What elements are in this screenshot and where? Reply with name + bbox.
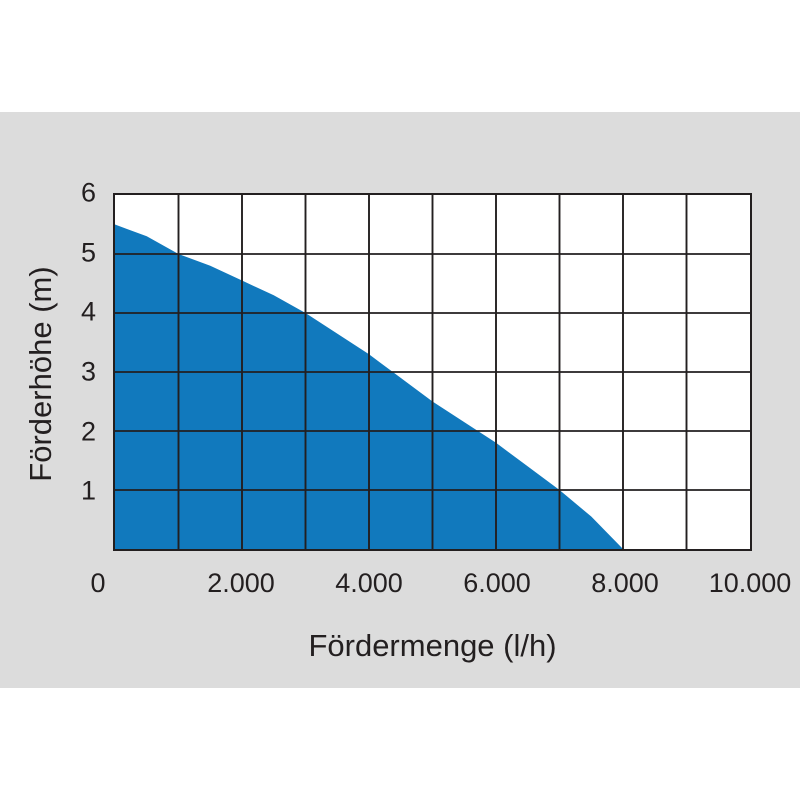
y-tick-5: 5: [80, 237, 96, 268]
horizontal-gridlines: [115, 253, 750, 491]
x-tick-2000: 2.000: [207, 568, 275, 598]
y-tick-4: 4: [80, 296, 96, 327]
x-axis-title: Fördermenge (l/h): [308, 628, 557, 663]
x-tick-10000: 10.000: [708, 568, 792, 598]
y-tick-2: 2: [80, 416, 96, 447]
y-tick-6: 6: [80, 177, 96, 208]
y-tick-1: 1: [80, 475, 96, 506]
x-tick-0: 0: [90, 568, 106, 598]
plot-area: [113, 193, 752, 551]
x-tick-4000: 4.000: [335, 568, 403, 598]
y-axis-title: Förderhöhe (m): [23, 266, 58, 482]
x-tick-6000: 6.000: [463, 568, 531, 598]
x-tick-8000: 8.000: [591, 568, 659, 598]
y-tick-3: 3: [80, 356, 96, 387]
plot-svg: [115, 195, 750, 549]
y-axis-tick-labels: 6 5 4 3 2 1: [0, 0, 96, 800]
